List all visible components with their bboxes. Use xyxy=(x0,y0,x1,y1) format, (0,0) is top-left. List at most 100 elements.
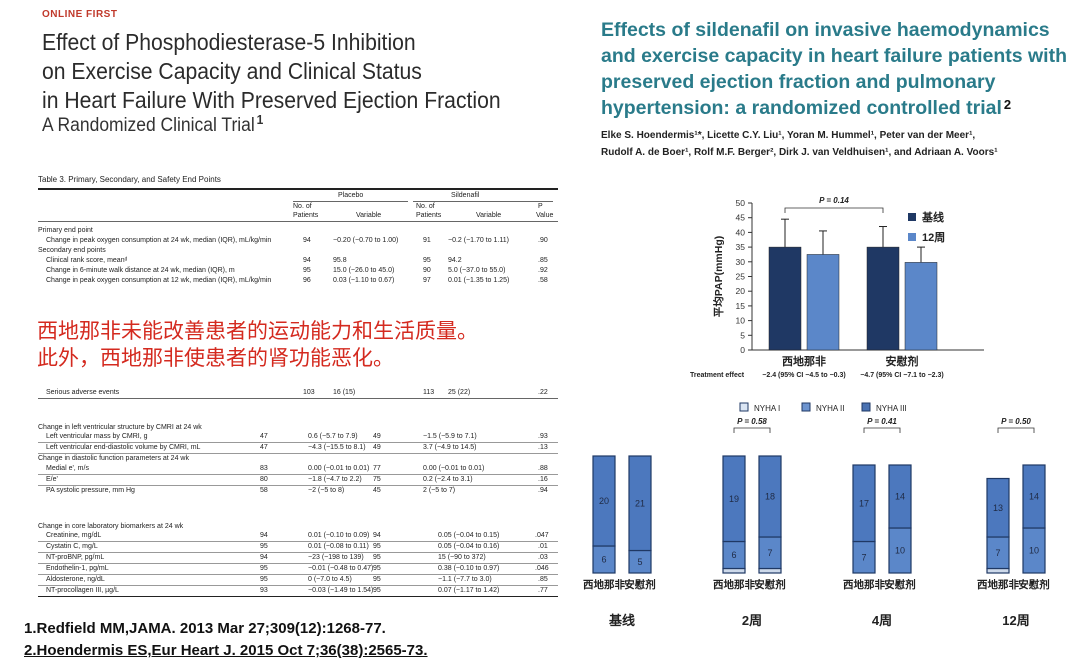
row-n1: 93 xyxy=(260,587,268,594)
treatment-effect-value: −4.7 (95% CI −7.1 to −2.3) xyxy=(860,372,943,379)
p-value-label: P = 0.58 xyxy=(737,417,767,426)
table-row: Serious adverse events 103 16 (15) 113 2… xyxy=(38,388,558,399)
row-label: Change in peak oxygen consumption at 12 … xyxy=(46,277,272,284)
row-label: Serious adverse events xyxy=(46,389,120,396)
row-v1: 0.01 (−0.10 to 0.09) xyxy=(308,532,370,539)
row-p: .85 xyxy=(538,576,548,583)
legend-label: NYHA III xyxy=(876,404,907,413)
row-p: .85 xyxy=(538,257,548,264)
row-v2: 2 (−5 to 7) xyxy=(423,487,456,494)
row-label: E/e' xyxy=(46,476,58,483)
p-value-label: P = 0.14 xyxy=(819,196,849,205)
secondary-endpoint-header: Secondary end points xyxy=(38,247,106,254)
row-n1: 95 xyxy=(260,565,268,572)
row-v1: −1.8 (−4.7 to 2.2) xyxy=(308,476,362,483)
y-tick-label: 0 xyxy=(740,345,745,355)
col-p-l2: Value xyxy=(536,212,554,219)
y-tick-label: 30 xyxy=(736,257,746,267)
row-n2: 91 xyxy=(423,237,431,244)
row-v1: 15.0 (−26.0 to 45.0) xyxy=(333,267,395,274)
bar-基线-西地那非 xyxy=(768,246,802,351)
bar-label: 西地那非 xyxy=(583,578,625,591)
timepoint-label: 12周 xyxy=(1002,613,1029,628)
row-n1: 96 xyxy=(303,277,311,284)
row-n2: 95 xyxy=(373,554,381,561)
col-n-placebo-l2: Patients xyxy=(293,212,319,219)
stack-value-label: 10 xyxy=(895,546,905,556)
row-v2: 0.07 (−1.17 to 1.42) xyxy=(438,587,500,594)
y-tick-label: 45 xyxy=(736,213,746,223)
right-title-line-3: preserved ejection fraction and pulmonar… xyxy=(601,71,996,93)
legend-swatch xyxy=(739,402,749,412)
row-n2: 95 xyxy=(373,576,381,583)
reference-1-num: 1. xyxy=(24,620,37,637)
row-v1: 16 (15) xyxy=(333,389,356,396)
right-title-line-2: and exercise capacity in heart failure p… xyxy=(601,45,1068,67)
left-paper-title: Effect of Phosphodiesterase-5 Inhibition… xyxy=(42,28,502,115)
biomarker-header: Change in core laboratory biomarkers at … xyxy=(38,523,184,530)
row-p: .58 xyxy=(538,277,548,284)
col-n-sildenafil-l2: Patients xyxy=(416,212,442,219)
table-row: NT-proBNP, pg/mL 94 −23 (−198 to 139) 95… xyxy=(38,553,558,564)
row-p: .047 xyxy=(535,532,549,539)
stack-value-label: 5 xyxy=(637,557,642,567)
left-subtitle-text: A Randomized Clinical Trial xyxy=(42,115,255,136)
row-label: Endothelin-1, pg/mL xyxy=(46,565,109,572)
significance-bracket xyxy=(784,207,884,213)
y-tick-label: 10 xyxy=(736,316,746,326)
chinese-summary-note: 西地那非未能改善患者的运动能力和生活质量。 此外，西地那非使患者的肾功能恶化。 xyxy=(33,318,581,380)
row-n1: 47 xyxy=(260,433,268,440)
y-tick-label: 20 xyxy=(736,286,746,296)
stack-III-基线 xyxy=(628,455,652,552)
stack-value-label: 7 xyxy=(861,552,866,562)
row-v2: −1.1 (−7.7 to 3.0) xyxy=(438,576,492,583)
stack-value-label: 18 xyxy=(765,492,775,502)
reference-2: 2.Hoendermis ES,Eur Heart J. 2015 Oct 7;… xyxy=(24,640,428,662)
cmri-header: Change in left ventricular structure by … xyxy=(38,424,202,431)
row-p: .77 xyxy=(538,587,548,594)
row-n2: 95 xyxy=(423,257,431,264)
row-v2: −1.5 (−5.9 to 7.1) xyxy=(423,433,477,440)
row-v1: 0.01 (−0.08 to 0.11) xyxy=(308,543,369,550)
reference-1-text: Redfield MM,JAMA. 2013 Mar 27;309(12):12… xyxy=(36,620,386,637)
right-title-line-1: Effects of sildenafil on invasive haemod… xyxy=(601,19,1050,41)
reference-2-text: Hoendermis ES,Eur Heart J. 2015 Oct 7;36… xyxy=(36,642,428,659)
references: 1.Redfield MM,JAMA. 2013 Mar 27;309(12):… xyxy=(24,618,428,662)
table-row: Endothelin-1, pg/mL 95 −0.01 (−0.48 to 0… xyxy=(38,564,558,575)
stack-I-2周 xyxy=(722,567,746,574)
reference-2-num: 2. xyxy=(24,642,37,659)
legend-label: NYHA I xyxy=(754,404,780,413)
row-n2: 77 xyxy=(373,465,381,472)
row-v1: 0.03 (−1.10 to 0.67) xyxy=(333,277,395,284)
legend-label: 基线 xyxy=(921,210,944,224)
online-first-label: ONLINE FIRST xyxy=(42,9,118,20)
stack-III-4周 xyxy=(888,464,912,529)
bar-label: 安慰剂 xyxy=(884,578,916,591)
table-caption: Table 3. Primary, Secondary, and Safety … xyxy=(38,175,221,184)
row-label: Aldosterone, ng/dL xyxy=(46,576,105,583)
significance-bracket xyxy=(733,427,771,433)
row-n1: 80 xyxy=(260,476,268,483)
category-label: 安慰剂 xyxy=(886,354,919,368)
stack-value-label: 10 xyxy=(1029,546,1039,556)
y-tick-label: 5 xyxy=(740,330,745,340)
col-n-sildenafil-l1: No. of xyxy=(416,203,435,210)
right-title-line-4: hypertension: a randomized controlled tr… xyxy=(601,95,1071,121)
significance-bracket xyxy=(863,427,901,433)
row-v1: −0.20 (−0.70 to 1.00) xyxy=(333,237,399,244)
row-p: .046 xyxy=(535,565,549,572)
left-title-line-1: Effect of Phosphodiesterase-5 Inhibition xyxy=(42,29,416,55)
row-p: .93 xyxy=(538,433,548,440)
row-v1: 0 (−7.0 to 4.5) xyxy=(308,576,352,583)
row-v1: −4.3 (−15.5 to 8.1) xyxy=(308,444,366,451)
legend-swatch xyxy=(861,402,871,412)
row-v2: 94.2 xyxy=(448,257,462,264)
table-row: PA systolic pressure, mm Hg 58 −2 (−5 to… xyxy=(38,486,558,496)
row-n2: 95 xyxy=(373,587,381,594)
row-n2: 97 xyxy=(423,277,431,284)
row-n1: 95 xyxy=(260,543,268,550)
row-n2: 95 xyxy=(373,565,381,572)
table-row: Clinical rank score, meanᵈ 94 95.8 95 94… xyxy=(38,256,558,266)
bar-label: 西地那非 xyxy=(843,578,885,591)
right-paper-title: Effects of sildenafil on invasive haemod… xyxy=(601,17,1071,121)
